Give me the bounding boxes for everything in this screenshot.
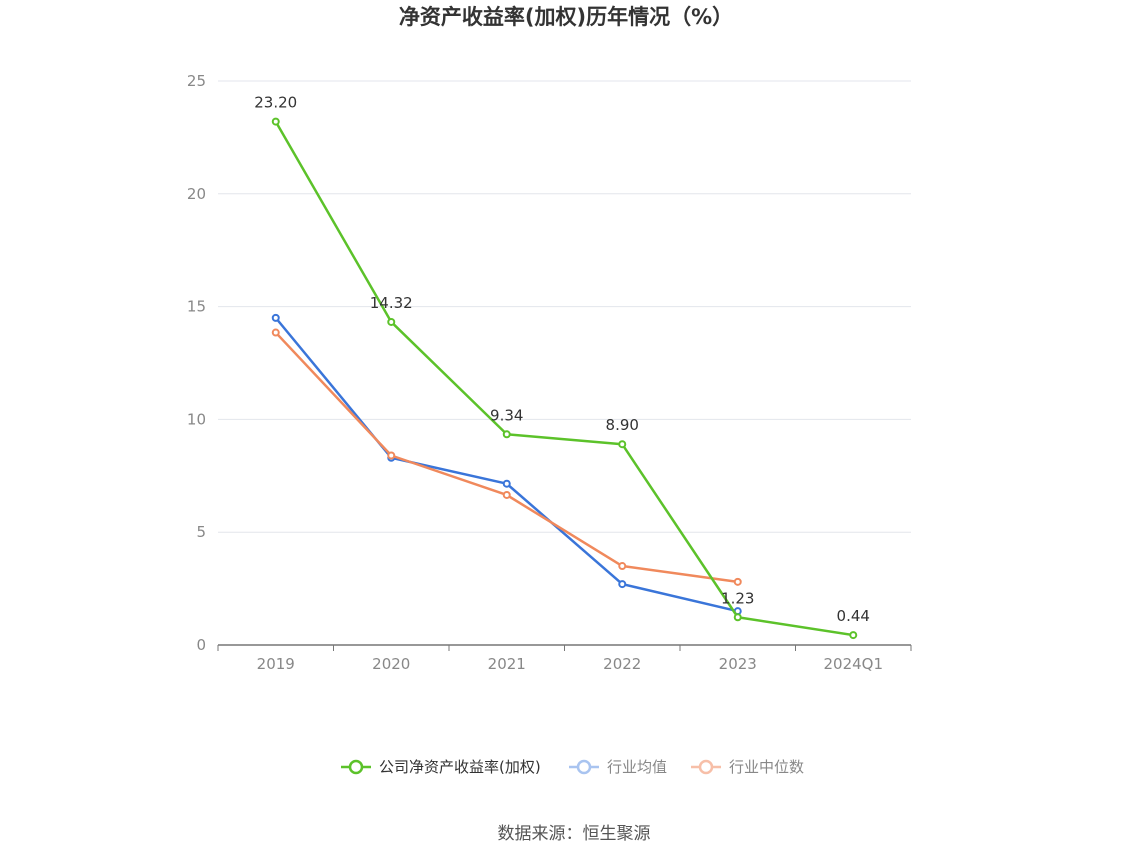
- data-point[interactable]: [618, 580, 627, 589]
- data-point[interactable]: [502, 479, 511, 488]
- data-label: 1.23: [721, 589, 754, 607]
- legend-label: 行业中位数: [729, 758, 804, 776]
- data-point[interactable]: [387, 451, 396, 460]
- grid: 0 5 10 15 20 25: [187, 72, 911, 654]
- data-point[interactable]: [502, 490, 511, 499]
- data-point[interactable]: [502, 430, 511, 439]
- series-line: [274, 331, 738, 584]
- source-note: 数据来源：恒生聚源: [498, 824, 651, 844]
- data-point[interactable]: [618, 440, 627, 449]
- series-1: [271, 313, 742, 616]
- y-tick-label: 20: [187, 185, 206, 203]
- y-tick-label: 0: [196, 636, 206, 654]
- plot-series: [271, 117, 858, 640]
- data-point[interactable]: [271, 117, 280, 126]
- legend-label: 行业均值: [607, 758, 667, 776]
- x-tick-label: 2024Q1: [823, 655, 883, 673]
- series-line: [274, 120, 854, 637]
- series-line: [274, 317, 739, 613]
- data-label: 14.32: [370, 294, 413, 312]
- legend[interactable]: 公司净资产收益率(加权) 行业均值 行业中位数: [341, 758, 804, 776]
- legend-item-0[interactable]: 公司净资产收益率(加权): [341, 758, 541, 776]
- data-point[interactable]: [733, 613, 742, 622]
- data-point[interactable]: [733, 577, 742, 586]
- y-tick-label: 10: [187, 410, 206, 428]
- chart-title: 净资产收益率(加权)历年情况（%）: [399, 5, 733, 29]
- data-label: 8.90: [606, 416, 639, 434]
- data-point[interactable]: [271, 313, 280, 322]
- y-tick-label: 15: [187, 298, 206, 316]
- x-tick-label: 2021: [488, 655, 526, 673]
- x-tick-label: 2023: [719, 655, 757, 673]
- data-point[interactable]: [271, 328, 280, 337]
- legend-item-1[interactable]: 行业均值: [569, 758, 667, 776]
- data-label: 0.44: [837, 607, 870, 625]
- series-0: [271, 117, 858, 640]
- data-labels: 23.20 14.32 9.34 8.90 1.23 0.44: [254, 94, 870, 625]
- series-2: [271, 328, 742, 586]
- x-tick-label: 2022: [603, 655, 641, 673]
- data-point[interactable]: [849, 631, 858, 640]
- data-point[interactable]: [387, 317, 396, 326]
- y-tick-label: 25: [187, 72, 206, 90]
- data-label: 9.34: [490, 406, 523, 424]
- legend-marker: [698, 759, 714, 775]
- data-label: 23.20: [254, 94, 297, 112]
- data-point[interactable]: [618, 562, 627, 571]
- legend-marker: [348, 759, 364, 775]
- legend-item-2[interactable]: 行业中位数: [691, 758, 804, 776]
- x-tick-label: 2020: [372, 655, 410, 673]
- legend-marker: [576, 759, 592, 775]
- y-tick-label: 5: [196, 523, 206, 541]
- x-axis: 2019 2020 2021 2022 2023 2024Q1: [217, 644, 912, 673]
- x-tick-label: 2019: [257, 655, 295, 673]
- legend-label: 公司净资产收益率(加权): [379, 758, 541, 776]
